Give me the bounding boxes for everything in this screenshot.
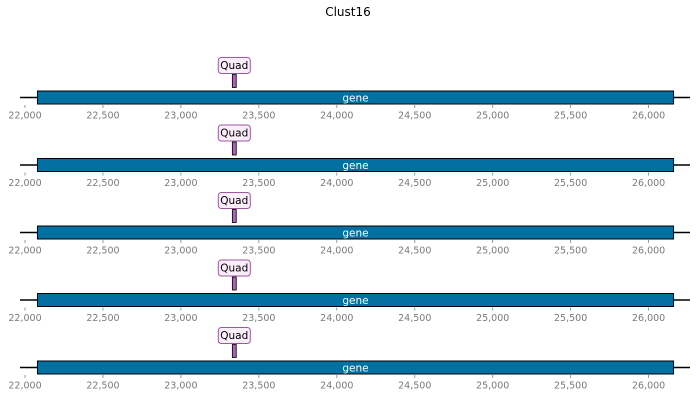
tick-label: 25,000 (476, 381, 509, 392)
tick-label: 25,500 (554, 178, 587, 189)
tick-label: 26,000 (632, 246, 665, 257)
tick-label: 23,000 (164, 381, 197, 392)
gene-label: gene (342, 93, 368, 105)
tick-label: 25,500 (554, 246, 587, 257)
tick-label: 26,000 (632, 313, 665, 324)
feature-marker (231, 141, 237, 156)
tick-label: 22,000 (8, 111, 41, 122)
tick-label: 25,000 (476, 246, 509, 257)
tick-label: 24,000 (320, 313, 353, 324)
tick-label: 25,000 (476, 111, 509, 122)
tick-label: 22,500 (86, 178, 119, 189)
feature-marker (231, 344, 237, 358)
tick-label: 24,000 (320, 381, 353, 392)
feature-label-box (217, 124, 251, 142)
tick-label: 23,000 (164, 313, 197, 324)
tick-label: 23,500 (242, 381, 275, 392)
feature-label: Quad (220, 330, 248, 342)
tick-label: 24,000 (320, 246, 353, 257)
feature-label-box (217, 192, 251, 209)
tick-label: 23,500 (242, 313, 275, 324)
feature-marker (231, 276, 237, 291)
feature-label-box (217, 57, 251, 74)
tick-label: 24,000 (320, 178, 353, 189)
feature-label-box (217, 259, 251, 277)
tick-label: 24,500 (398, 246, 431, 257)
gene-box (36, 360, 675, 375)
tick-label: 24,500 (398, 313, 431, 324)
gene-box (36, 90, 675, 105)
tick-label: 22,000 (8, 313, 41, 324)
feature-label: Quad (220, 263, 248, 275)
tick-label: 23,500 (242, 111, 275, 122)
feature-label: Quad (220, 128, 248, 140)
tick-label: 23,000 (164, 178, 197, 189)
tick-label: 25,500 (554, 313, 587, 324)
feature-marker (231, 209, 237, 223)
gene-box (36, 158, 675, 172)
tick-label: 22,000 (8, 381, 41, 392)
gene-box (36, 293, 675, 307)
gene-label: gene (342, 228, 368, 240)
tick-label: 22,500 (86, 313, 119, 324)
tick-label: 22,000 (8, 178, 41, 189)
tick-label: 26,000 (632, 178, 665, 189)
tick-label: 25,500 (554, 111, 587, 122)
tick-label: 22,000 (8, 246, 41, 257)
feature-marker (231, 74, 237, 88)
tick-label: 24,500 (398, 111, 431, 122)
feature-label-box (217, 327, 251, 344)
gene-box (36, 225, 675, 240)
tick-label: 26,000 (632, 381, 665, 392)
tick-label: 22,500 (86, 246, 119, 257)
tick-label: 24,000 (320, 111, 353, 122)
tick-label: 22,500 (86, 381, 119, 392)
feature-label: Quad (220, 60, 248, 72)
tick-label: 25,500 (554, 381, 587, 392)
tick-label: 23,000 (164, 111, 197, 122)
feature-label: Quad (220, 195, 248, 207)
tick-label: 24,500 (398, 178, 431, 189)
tick-label: 23,000 (164, 246, 197, 257)
tick-label: 23,500 (242, 178, 275, 189)
tick-label: 23,500 (242, 246, 275, 257)
gene-label: gene (342, 295, 368, 307)
tick-label: 24,500 (398, 381, 431, 392)
tick-label: 22,500 (86, 111, 119, 122)
tick-label: 26,000 (632, 111, 665, 122)
figure-title: Clust16 (325, 5, 371, 19)
tick-label: 25,000 (476, 313, 509, 324)
gene-label: gene (342, 363, 368, 375)
tick-label: 25,000 (476, 178, 509, 189)
gene-label: gene (342, 160, 368, 172)
